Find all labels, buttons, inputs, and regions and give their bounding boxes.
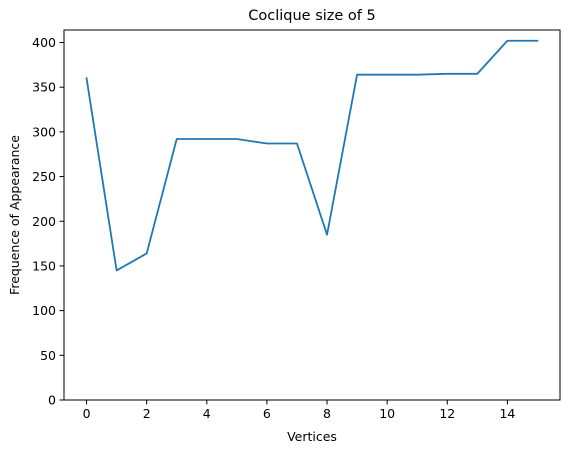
x-tick-label: 0 [83,406,91,421]
x-tick-label: 4 [203,406,211,421]
y-tick-label: 400 [32,35,56,50]
y-axis-label: Frequence of Appearance [7,135,22,295]
x-tick-label: 14 [499,406,515,421]
x-tick-label: 2 [143,406,151,421]
y-tick-label: 0 [48,393,56,408]
plot-background [64,30,560,400]
y-tick-label: 50 [40,348,56,363]
x-axis-label: Vertices [287,429,337,444]
chart-title: Coclique size of 5 [248,8,375,24]
y-tick-label: 100 [32,303,56,318]
y-tick-label: 350 [32,80,56,95]
y-tick-label: 200 [32,214,56,229]
y-tick-label: 250 [32,169,56,184]
y-tick-label: 300 [32,124,56,139]
x-tick-label: 8 [323,406,331,421]
y-tick-label: 150 [32,258,56,273]
x-tick-label: 12 [439,406,455,421]
x-tick-label: 6 [263,406,271,421]
x-tick-label: 10 [379,406,395,421]
